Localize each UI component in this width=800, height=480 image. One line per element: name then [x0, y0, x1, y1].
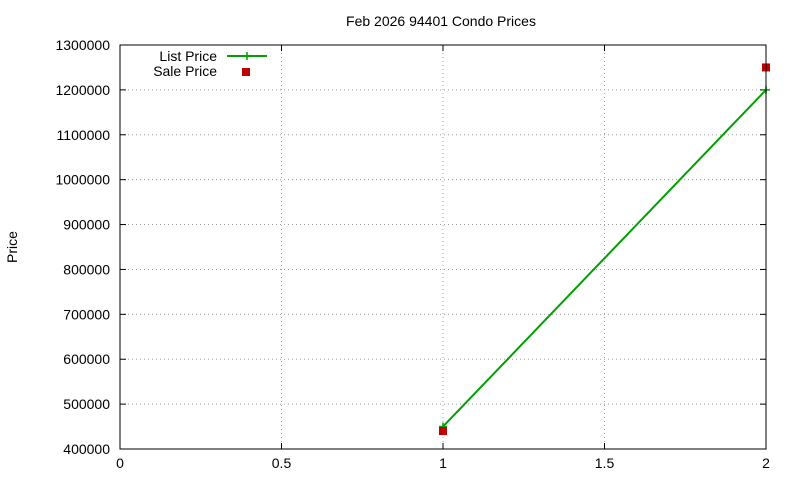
series-0 — [439, 85, 770, 431]
legend-marker — [243, 52, 251, 60]
y-tick-label: 400000 — [63, 441, 110, 457]
chart-title: Feb 2026 94401 Condo Prices — [346, 13, 536, 29]
y-tick-label: 1200000 — [55, 82, 110, 98]
legend-marker — [242, 68, 250, 76]
x-tick-label: 0.5 — [272, 455, 292, 471]
y-tick-label: 1300000 — [55, 37, 110, 53]
y-tick-label: 500000 — [63, 396, 110, 412]
y-tick-label: 700000 — [63, 306, 110, 322]
data-point — [439, 427, 447, 436]
x-tick-label: 1.5 — [595, 455, 615, 471]
legend-label: Sale Price — [153, 63, 217, 79]
y-tick-label: 1100000 — [57, 127, 111, 143]
legend-entry: List Price — [159, 48, 267, 64]
y-tick-label: 900000 — [63, 217, 110, 233]
y-tick-label: 1000000 — [55, 172, 110, 188]
series-line — [442, 89, 767, 428]
legend-entry: Sale Price — [153, 63, 250, 79]
y-tick-label: 800000 — [63, 261, 110, 277]
x-tick-label: 2 — [762, 455, 770, 471]
x-tick-label: 0 — [116, 455, 124, 471]
grid-lines — [120, 45, 766, 449]
y-tick-label: 600000 — [63, 351, 110, 367]
axis-ticks: 0 0.5 1 1.5 2 400000 500000 600000 700000 800000 9… — [55, 37, 770, 471]
plot-frame — [119, 44, 767, 450]
y-axis-label: Price — [4, 231, 20, 263]
x-tick-label: 1 — [439, 455, 447, 471]
legend-label: List Price — [159, 48, 217, 64]
